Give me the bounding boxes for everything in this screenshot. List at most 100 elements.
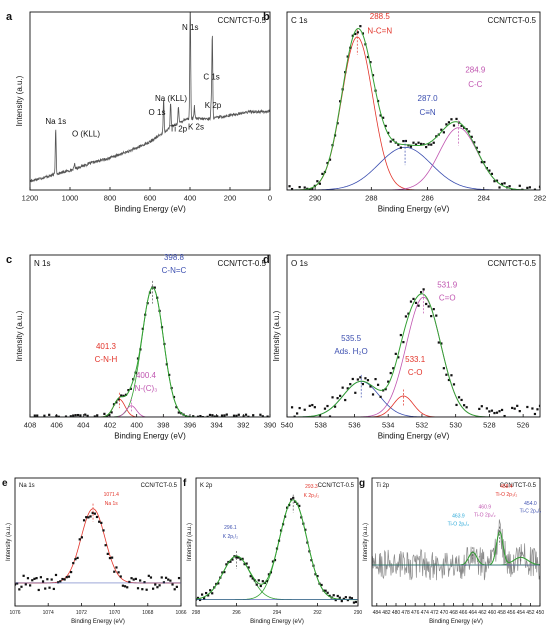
raw-data-point (156, 586, 159, 589)
x-tick-label: 282 (534, 194, 546, 203)
raw-data-point (339, 100, 342, 103)
sample-label: CCN/TCT-0.5 (218, 16, 267, 25)
raw-data-point (419, 291, 423, 294)
x-tick-label: 1066 (175, 610, 186, 616)
raw-data-point (290, 187, 294, 190)
raw-data-point (516, 192, 518, 194)
raw-data-point (152, 587, 155, 590)
raw-data-point (384, 124, 387, 128)
raw-data-point (93, 415, 96, 417)
panel-g: 484 482 480 478 476 474 472 470 468 466 464 462 460 4… (359, 477, 544, 625)
raw-data-point (387, 380, 390, 383)
plot-frame (371, 477, 541, 607)
raw-data-point (70, 570, 73, 574)
raw-data-point (465, 406, 468, 409)
raw-data-point (344, 596, 347, 599)
raw-data-point (445, 373, 448, 376)
raw-data-point (346, 387, 349, 390)
raw-data-point (480, 405, 483, 408)
raw-data-point (57, 415, 60, 417)
raw-data-point (86, 414, 89, 417)
raw-data-point (117, 571, 120, 574)
raw-data-point (80, 536, 83, 539)
raw-data-point (65, 576, 68, 579)
raw-data-point (402, 139, 405, 143)
raw-data-point (348, 596, 351, 599)
raw-data-point (538, 404, 540, 407)
x-tick-label: 394 (210, 421, 223, 430)
raw-data-point (110, 411, 113, 414)
raw-data-point (511, 406, 514, 410)
raw-data-point (356, 378, 359, 381)
x-tick-label: 478 (401, 610, 410, 616)
raw-data-point (100, 521, 103, 524)
raw-data-point (379, 114, 382, 117)
raw-data-point (536, 408, 539, 411)
peak-annotation: 454.0 (524, 501, 537, 507)
raw-data-point (399, 146, 402, 149)
raw-data-point (229, 560, 232, 563)
raw-data-point (369, 61, 372, 64)
x-tick-label: 406 (50, 421, 63, 430)
raw-data-point (308, 404, 311, 407)
raw-data-point (209, 589, 212, 592)
raw-data-point (306, 420, 308, 422)
raw-data-point (119, 575, 122, 578)
panel-letter: g (359, 478, 365, 489)
raw-data-point (153, 286, 156, 289)
raw-data-point (59, 580, 62, 583)
raw-data-point (352, 601, 356, 604)
x-tick-label: 534 (382, 421, 395, 430)
raw-data-point (346, 598, 349, 602)
raw-data-point (384, 388, 387, 391)
raw-data-point (366, 379, 370, 382)
raw-data-point (332, 594, 335, 597)
raw-data-point (513, 407, 516, 410)
raw-data-point (430, 143, 433, 146)
raw-data-point (198, 598, 202, 602)
plot-area-e (15, 508, 181, 592)
raw-data-point (98, 520, 101, 523)
x-tick-label: 480 (392, 610, 401, 616)
raw-data-point (376, 383, 380, 386)
x-tick-label: 298 (192, 610, 201, 616)
x-tick-label: 400 (130, 421, 143, 430)
raw-data-point (221, 571, 224, 574)
raw-data-point (471, 420, 473, 422)
component-peak-3 (287, 395, 539, 417)
panel-letter: b (263, 11, 270, 23)
raw-data-point (359, 376, 362, 379)
raw-data-point (336, 397, 339, 400)
x-tick-label: 400 (184, 194, 197, 203)
raw-data-point (39, 576, 42, 579)
raw-data-point (354, 32, 357, 36)
raw-data-point (72, 562, 75, 565)
raw-data-point (473, 419, 475, 421)
raw-data-point (480, 161, 483, 164)
raw-data-point (29, 584, 32, 587)
plot-frame (14, 477, 182, 607)
panel-letter: d (263, 254, 270, 266)
raw-data-point (211, 414, 214, 417)
x-tick-label: 284 (478, 194, 491, 203)
x-tick-label: 464 (469, 610, 478, 616)
fitted-envelope-line (30, 286, 270, 417)
raw-data-point (407, 312, 410, 315)
x-axis-label: Binding Energy (eV) (114, 205, 186, 214)
raw-data-point (67, 417, 69, 419)
panel-title: C 1s (291, 16, 307, 25)
raw-data-point (241, 557, 244, 560)
sample-label: CCN/TCT-0.5 (500, 483, 537, 489)
peak-annotation: 533.1 (405, 355, 426, 364)
panel-letter: c (6, 254, 12, 266)
raw-data-point (206, 415, 209, 417)
x-tick-label: 460 (488, 610, 497, 616)
panel-title: N 1s (34, 259, 50, 268)
raw-data-point (79, 414, 82, 417)
panel-d: 540 538 536 534 532 530 528 526 Binding Energy (… (263, 254, 541, 441)
raw-data-point (44, 587, 47, 590)
component-peak-1 (15, 508, 181, 584)
x-axis-label: Binding Energy (eV) (114, 432, 186, 441)
plot-frame (286, 254, 541, 418)
panel-f: 298 296 294 292 290 Binding Energy (eV) Intens… (183, 477, 362, 625)
